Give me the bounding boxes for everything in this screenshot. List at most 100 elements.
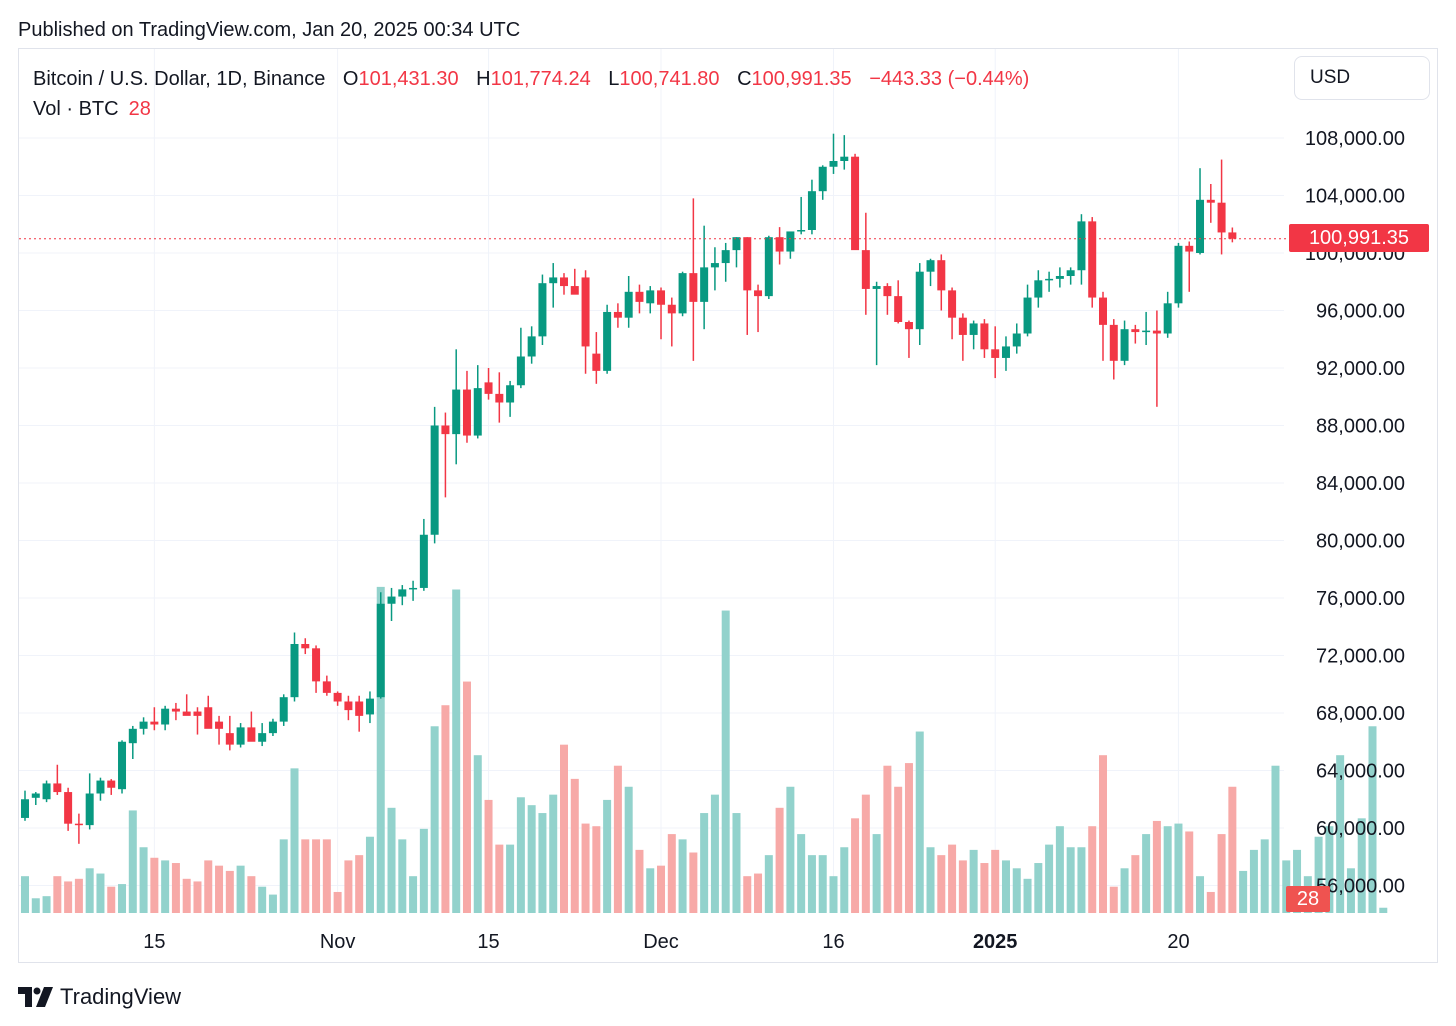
candle (31, 792, 40, 805)
candle (851, 153, 860, 251)
candle-body (527, 336, 536, 357)
candle (85, 773, 94, 830)
candle (516, 327, 525, 389)
candle-body (904, 322, 913, 330)
volume-bar (764, 855, 773, 913)
candle-body (1131, 329, 1140, 333)
volume-bar (710, 794, 719, 913)
candle (247, 711, 256, 742)
candle (581, 270, 590, 374)
candle-body (204, 707, 213, 729)
candle (290, 632, 299, 702)
time-tick-label: 16 (822, 931, 844, 953)
open-value: 101,431.30 (358, 68, 459, 90)
candle-body (53, 783, 62, 793)
candle-body (570, 286, 579, 295)
price-tick-label: 80,000.00 (1316, 531, 1405, 553)
price-tick-label: 56,000.00 (1316, 876, 1405, 898)
volume-label[interactable]: Vol · BTC (33, 98, 119, 120)
candle (603, 304, 612, 374)
candle-body (538, 283, 547, 337)
candle-body (581, 277, 590, 347)
candle-body (258, 733, 267, 742)
candle (419, 518, 428, 591)
volume-bar (1099, 755, 1107, 913)
volume-bar (549, 794, 558, 913)
candle (1077, 214, 1086, 285)
candle (139, 717, 148, 735)
candle (430, 406, 439, 544)
candle (74, 813, 83, 844)
time-tick-label: 15 (143, 931, 165, 953)
symbol-name[interactable]: Bitcoin / U.S. Dollar, 1D, Binance (33, 68, 326, 90)
candle-body (1120, 329, 1129, 361)
candle-body (958, 317, 967, 335)
price-tick-label: 64,000.00 (1316, 761, 1405, 783)
price-tick-label: 92,000.00 (1316, 358, 1405, 380)
candle (1185, 241, 1194, 292)
volume-bar (1131, 855, 1140, 913)
volume-bar (419, 828, 428, 913)
candle (107, 779, 116, 795)
candle (592, 332, 601, 384)
volume-bar (462, 681, 471, 913)
volume-bar (107, 886, 116, 913)
candle-body (1099, 297, 1107, 325)
volume-bar (1314, 836, 1323, 913)
candle-body (613, 311, 622, 318)
volume-bar (128, 810, 137, 913)
candle-body (128, 728, 137, 744)
candle (991, 326, 1000, 379)
candle (441, 412, 450, 498)
volume-bar (915, 731, 924, 913)
volume-bar (1217, 834, 1226, 913)
candle-body (1217, 202, 1226, 233)
volume-bar (560, 744, 568, 913)
time-tick-label: 2025 (973, 931, 1018, 953)
volume-bar (484, 799, 493, 913)
candle-body (290, 644, 299, 698)
candle (926, 258, 935, 287)
tradingview-brand[interactable]: TradingView (18, 982, 181, 1012)
volume-bar (1379, 907, 1388, 913)
volume-bar (150, 857, 159, 913)
volume-bar (344, 860, 353, 913)
candle (258, 723, 267, 747)
candle (322, 675, 331, 696)
volume-bar (118, 884, 127, 913)
candle (872, 281, 881, 366)
volume-bar (430, 726, 439, 913)
candle-body (883, 286, 892, 297)
tradingview-logo-icon (18, 987, 53, 1007)
volume-bar (247, 876, 256, 913)
candle (678, 271, 687, 317)
candle (462, 370, 471, 443)
candle (538, 274, 547, 345)
volume-bar (872, 834, 881, 913)
candle (1131, 324, 1140, 344)
candle-body (646, 290, 655, 304)
volume-bar (441, 705, 450, 913)
candle-body (1163, 303, 1172, 334)
volume-bar (85, 868, 94, 913)
candle (700, 225, 709, 330)
volume-bar (1120, 868, 1129, 913)
candle-body (1001, 346, 1010, 358)
volume-bar (376, 586, 385, 913)
volume-bar (53, 876, 62, 913)
candle-body (430, 425, 439, 535)
volume-bar (21, 876, 29, 913)
candle-body (560, 277, 568, 287)
currency-button[interactable]: USD (1294, 56, 1430, 100)
volume-bar (74, 878, 83, 913)
candle-body (721, 250, 730, 264)
candle (613, 303, 622, 328)
candle (689, 198, 698, 361)
candle-body (775, 237, 784, 252)
candle-body (484, 382, 493, 394)
candle (980, 319, 989, 358)
volume-bar (452, 589, 461, 913)
candle-body (236, 727, 245, 745)
volume-bar (333, 891, 342, 913)
